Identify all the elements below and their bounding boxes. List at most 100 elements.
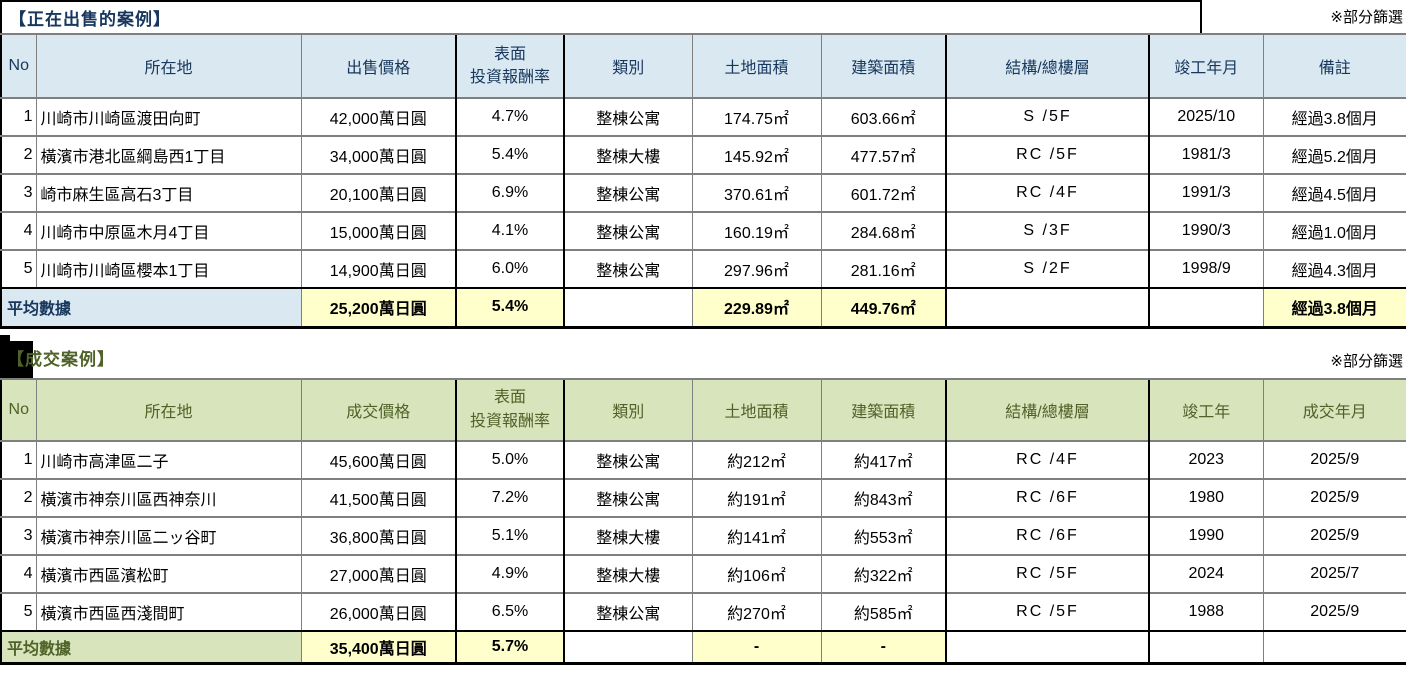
cell-category: 整棟公寓 [563,173,692,212]
average-built [1148,629,1263,664]
cell-price: 34,000萬日圓 [300,135,456,174]
listings-title-bar: 【正在出售的案例】 ※部分篩選 [0,0,1406,33]
table-row: 5 川崎市川崎區櫻本1丁目 14,900萬日圓 6.0% 整棟公寓 297.96… [0,249,1406,288]
cell-price: 41,500萬日圓 [300,477,456,517]
average-row: 平均數據 35,400萬日圓 5.7% - - [0,629,1406,664]
cell-location: 橫濱市神奈川區西神奈川 [35,477,301,517]
cell-no: 3 [0,173,36,212]
col-header-building: 建築面積 [820,33,946,98]
cell-structure: RC /4F [945,173,1149,212]
cell-location: 川崎市川崎區渡田向町 [35,97,301,136]
cell-no: 1 [0,439,36,479]
cell-yield: 4.1% [455,211,564,250]
average-yield: 5.4% [455,287,564,327]
cell-built: 1981/3 [1148,135,1263,174]
cell-structure: RC /6F [945,477,1149,517]
cell-remark: 經過5.2個月 [1262,135,1406,174]
cell-built: 2025/10 [1148,97,1263,136]
cell-building: 約843㎡ [820,477,946,517]
cell-structure: RC /4F [945,439,1149,479]
closed-title: 【成交案例】 [7,349,115,369]
col-header-category: 類別 [563,33,692,98]
cell-category: 整棟大樓 [563,515,692,555]
closed-header-row: No 所在地 成交價格 表面 投資報酬率 類別 土地面積 建築面積 結構/總樓層… [0,377,1406,441]
closed-table: No 所在地 成交價格 表面 投資報酬率 類別 土地面積 建築面積 結構/總樓層… [0,377,1406,665]
listings-table: No 所在地 出售價格 表面 投資報酬率 類別 土地面積 建築面積 結構/總樓層… [0,33,1406,329]
table-row: 4 川崎市中原區木月4丁目 15,000萬日圓 4.1% 整棟公寓 160.19… [0,211,1406,250]
cell-land: 370.61㎡ [691,173,821,212]
table-row: 1 川崎市高津區二子 45,600萬日圓 5.0% 整棟公寓 約212㎡ 約41… [0,439,1406,479]
cell-yield: 4.7% [455,97,564,136]
cell-built: 1988 [1148,591,1263,631]
cell-building: 約553㎡ [820,515,946,555]
cell-category: 整棟公寓 [563,439,692,479]
cell-no: 3 [0,515,36,555]
cell-closed: 2025/7 [1262,553,1406,593]
average-label: 平均數據 [0,287,301,327]
cell-location: 川崎市川崎區櫻本1丁目 [35,249,301,288]
cell-built: 2023 [1148,439,1263,479]
cell-yield: 5.1% [455,515,564,555]
average-land: 229.89㎡ [691,287,821,327]
cell-structure: S /5F [945,97,1149,136]
col-header-yield: 表面 投資報酬率 [455,377,564,441]
cell-land: 145.92㎡ [691,135,821,174]
cell-building: 601.72㎡ [820,173,946,212]
cell-yield: 6.0% [455,249,564,288]
col-header-built: 竣工年 [1148,377,1263,441]
cell-price: 20,100萬日圓 [300,173,456,212]
cell-building: 477.57㎡ [820,135,946,174]
cell-location: 崎市麻生區高石3丁目 [35,173,301,212]
cell-built: 2024 [1148,553,1263,593]
cell-built: 1998/9 [1148,249,1263,288]
table-row: 2 橫濱市神奈川區西神奈川 41,500萬日圓 7.2% 整棟公寓 約191㎡ … [0,477,1406,517]
closed-filter-note: ※部分篩選 [1330,352,1403,370]
average-category [563,629,692,664]
cell-land: 約270㎡ [691,591,821,631]
cell-yield: 7.2% [455,477,564,517]
cell-remark: 經過1.0個月 [1262,211,1406,250]
average-yield: 5.7% [455,629,564,664]
cell-no: 2 [0,477,36,517]
col-header-category: 類別 [563,377,692,441]
col-header-land: 土地面積 [691,377,821,441]
cell-built: 1990/3 [1148,211,1263,250]
cell-no: 4 [0,211,36,250]
cell-price: 42,000萬日圓 [300,97,456,136]
table-row: 4 橫濱市西區濱松町 27,000萬日圓 4.9% 整棟大樓 約106㎡ 約32… [0,553,1406,593]
cell-structure: S /2F [945,249,1149,288]
cell-price: 45,600萬日圓 [300,439,456,479]
average-remark: 經過3.8個月 [1262,287,1406,327]
average-land: - [691,629,821,664]
cell-no: 5 [0,591,36,631]
cell-land: 約212㎡ [691,439,821,479]
cell-land: 約106㎡ [691,553,821,593]
cell-closed: 2025/9 [1262,477,1406,517]
col-header-yield: 表面 投資報酬率 [455,33,564,98]
cell-location: 橫濱市西區西淺間町 [35,591,301,631]
cell-built: 1980 [1148,477,1263,517]
col-header-no: No [0,33,36,98]
cell-closed: 2025/9 [1262,515,1406,555]
cell-price: 14,900萬日圓 [300,249,456,288]
col-header-built: 竣工年月 [1148,33,1263,98]
cell-built: 1990 [1148,515,1263,555]
col-header-closed: 成交年月 [1262,377,1406,441]
col-header-location: 所在地 [35,377,301,441]
cell-building: 281.16㎡ [820,249,946,288]
cell-land: 約141㎡ [691,515,821,555]
cell-price: 26,000萬日圓 [300,591,456,631]
cell-no: 1 [0,97,36,136]
average-price: 25,200萬日圓 [300,287,456,327]
cell-category: 整棟公寓 [563,477,692,517]
average-label: 平均數據 [0,629,301,664]
listings-header-row: No 所在地 出售價格 表面 投資報酬率 類別 土地面積 建築面積 結構/總樓層… [0,33,1406,98]
cell-yield: 6.9% [455,173,564,212]
table-row: 1 川崎市川崎區渡田向町 42,000萬日圓 4.7% 整棟公寓 174.75㎡… [0,97,1406,136]
cell-building: 約585㎡ [820,591,946,631]
average-closed [1262,629,1406,664]
cell-remark: 經過4.5個月 [1262,173,1406,212]
average-building: - [820,629,946,664]
cell-land: 160.19㎡ [691,211,821,250]
cell-yield: 6.5% [455,591,564,631]
